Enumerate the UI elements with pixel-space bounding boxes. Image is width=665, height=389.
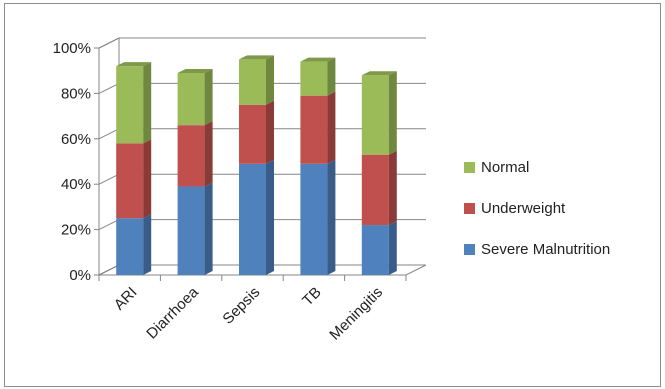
y-tick-label: 0% bbox=[69, 267, 91, 284]
bar-segment-severe-malnutrition-ari bbox=[116, 214, 152, 275]
bar-side bbox=[143, 214, 152, 275]
bar-front bbox=[177, 186, 205, 275]
legend: Normal Underweight Severe Malnutrition bbox=[464, 159, 610, 258]
bar-front bbox=[361, 154, 389, 226]
gridline-diagonal bbox=[98, 264, 120, 276]
gridline-diagonal bbox=[98, 128, 120, 140]
side-wall bbox=[98, 37, 120, 276]
bar-side bbox=[204, 121, 213, 187]
legend-swatch bbox=[464, 244, 475, 255]
legend-item-underweight: Underweight bbox=[464, 200, 566, 217]
bar-front bbox=[300, 163, 328, 275]
y-tick-label: 40% bbox=[61, 176, 91, 193]
legend-label: Normal bbox=[481, 159, 529, 176]
bar-front bbox=[116, 143, 144, 219]
legend-item-severe-malnutrition: Severe Malnutrition bbox=[464, 241, 610, 258]
bar-top bbox=[361, 71, 397, 76]
bar-top bbox=[116, 62, 152, 67]
bar-segment-underweight-meningitis bbox=[361, 150, 397, 226]
bar-front bbox=[361, 75, 389, 155]
bar-side bbox=[388, 150, 397, 226]
x-category-label-diarrhoea: Diarrhoea bbox=[143, 283, 202, 342]
bar-front bbox=[116, 218, 144, 275]
bar-side bbox=[204, 68, 213, 126]
y-tick-label: 60% bbox=[61, 131, 91, 148]
bar-segment-normal-ari bbox=[116, 62, 152, 144]
bar-segment-underweight-tb bbox=[300, 91, 336, 164]
x-axis-labels: ARI Diarrhoea Sepsis TB Meningitis bbox=[111, 283, 386, 343]
bar-side bbox=[143, 139, 152, 219]
bar-side bbox=[327, 159, 336, 275]
bar-side bbox=[327, 91, 336, 164]
bar-front bbox=[300, 95, 328, 164]
y-axis-ticks: 0% 20% 40% 60% 80% 100% bbox=[53, 40, 407, 284]
bar-segment-normal-tb bbox=[300, 57, 336, 96]
bar-top bbox=[239, 55, 274, 60]
y-tick-label: 100% bbox=[53, 40, 91, 57]
bar-segment-normal-sepsis bbox=[239, 55, 274, 105]
gridline-diagonal bbox=[98, 173, 120, 185]
gridline-diagonal bbox=[98, 82, 120, 94]
legend-swatch bbox=[464, 162, 475, 173]
bar-top bbox=[300, 57, 336, 62]
bar-segment-normal-diarrhoea bbox=[177, 68, 213, 126]
bar-side bbox=[266, 159, 274, 275]
legend-label: Underweight bbox=[481, 200, 566, 217]
bars bbox=[116, 55, 397, 275]
bar-front bbox=[177, 125, 205, 187]
bar-segment-underweight-sepsis bbox=[239, 100, 274, 164]
bar-front bbox=[116, 66, 144, 144]
bar-top bbox=[177, 68, 213, 73]
bar-segment-underweight-diarrhoea bbox=[177, 121, 213, 187]
bar-side bbox=[204, 182, 213, 275]
gridline-diagonal bbox=[98, 219, 120, 231]
legend-label: Severe Malnutrition bbox=[481, 241, 610, 258]
legend-item-normal: Normal bbox=[464, 159, 529, 176]
bar-front bbox=[361, 225, 389, 275]
bar-side bbox=[388, 71, 397, 155]
bar-side bbox=[143, 62, 152, 144]
bar-segment-normal-meningitis bbox=[361, 71, 397, 155]
bar-front bbox=[239, 104, 266, 164]
bar-segment-severe-malnutrition-sepsis bbox=[239, 159, 274, 275]
bar-front bbox=[239, 59, 266, 105]
y-tick-label: 80% bbox=[61, 85, 91, 102]
bar-front bbox=[300, 61, 328, 96]
y-tick-label: 20% bbox=[61, 222, 91, 239]
x-category-label-meningitis: Meningitis bbox=[326, 284, 386, 344]
bar-segment-severe-malnutrition-tb bbox=[300, 159, 336, 275]
x-category-label-ari: ARI bbox=[111, 284, 141, 314]
bar-segment-underweight-ari bbox=[116, 139, 152, 219]
bar-side bbox=[327, 57, 336, 96]
bar-side bbox=[266, 100, 274, 164]
bar-side bbox=[266, 55, 274, 105]
gridline-diagonal bbox=[98, 37, 120, 49]
legend-swatch bbox=[464, 203, 475, 214]
x-category-label-sepsis: Sepsis bbox=[219, 284, 263, 328]
bar-side bbox=[388, 221, 397, 275]
bar-segment-severe-malnutrition-diarrhoea bbox=[177, 182, 213, 275]
bar-front bbox=[239, 163, 266, 275]
x-category-label-tb: TB bbox=[299, 284, 325, 310]
bar-segment-severe-malnutrition-meningitis bbox=[361, 221, 397, 275]
bar-front bbox=[177, 72, 205, 126]
